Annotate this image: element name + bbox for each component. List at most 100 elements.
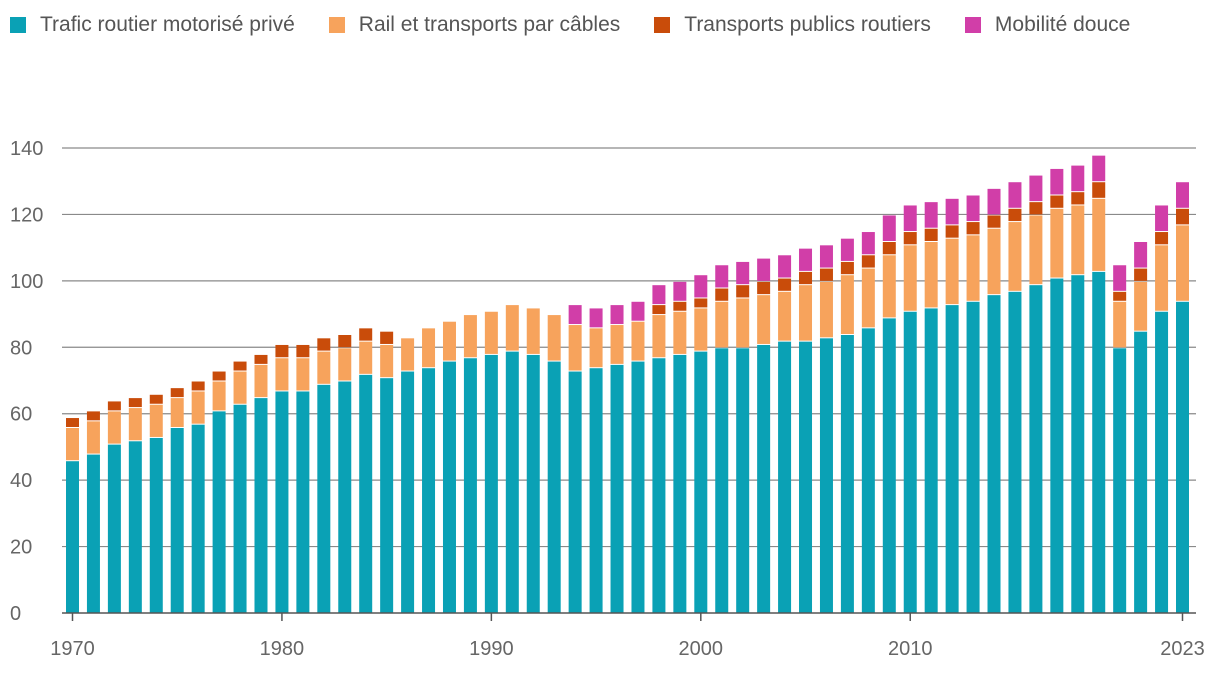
bar-segment (882, 242, 896, 255)
bar-segment (526, 308, 540, 354)
bar-segment (903, 311, 917, 613)
bar-segment (945, 225, 959, 238)
legend-item: Rail et transports par câbles (328, 8, 621, 42)
x-tick-label: 2000 (679, 638, 724, 660)
bar-segment (505, 305, 519, 351)
bar-segment (778, 341, 792, 613)
bar-segment (736, 348, 750, 613)
bar-segment (673, 311, 687, 354)
bar-segment (799, 271, 813, 285)
bar-segment (1134, 242, 1148, 268)
bar-segment (149, 394, 163, 404)
legend-item: Trafic routier motorisé privé (10, 8, 295, 42)
bar-segment (568, 371, 582, 613)
bar-segment (380, 344, 394, 378)
legend-swatch (10, 17, 26, 33)
x-tick-label: 1990 (469, 638, 514, 660)
bar-segment (757, 258, 771, 281)
bar-segment (275, 358, 289, 391)
bar-segment (401, 338, 415, 371)
bar-segment (652, 285, 666, 305)
legend-swatch (964, 17, 981, 33)
bar-segment (652, 315, 666, 358)
bar-segment (694, 275, 708, 298)
bar-segment (1050, 208, 1064, 278)
bar-segment (254, 364, 268, 398)
bar-segment (191, 381, 205, 391)
legend-label: Transports publics routiers (684, 13, 931, 36)
bar-segment (338, 348, 352, 381)
bar-segment (1029, 175, 1043, 202)
bar-segment (1176, 182, 1189, 208)
bar-segment (1071, 165, 1085, 192)
bar-segment (715, 288, 729, 301)
bar-segment (1155, 205, 1169, 232)
y-tick-label: 140 (10, 138, 43, 160)
bar-segment (1071, 192, 1085, 205)
bar-segment (1092, 182, 1106, 198)
bar-segment (819, 245, 833, 268)
bar-segment (840, 275, 854, 334)
bar-segment (799, 341, 813, 613)
bar-segment (191, 391, 205, 424)
legend-label: Rail et transports par câbles (358, 13, 621, 36)
bar-segment (463, 315, 477, 358)
bar-segment (275, 344, 289, 358)
y-tick-label: 120 (10, 204, 43, 226)
y-tick-label: 100 (10, 271, 43, 293)
bar-segment (694, 298, 708, 308)
bar-segment (86, 454, 100, 613)
bar-segment (652, 358, 666, 613)
bar-segment (715, 348, 729, 613)
bar-segment (484, 354, 498, 613)
bar-segment (736, 285, 750, 298)
bar-segment (861, 268, 875, 328)
bar-segment (422, 328, 436, 368)
bar-segment (778, 255, 792, 278)
bar-segment (1113, 301, 1127, 348)
bar-segment (1155, 232, 1169, 245)
bar-segment (275, 391, 289, 613)
bar-segment (170, 398, 184, 427)
bar-segment (589, 328, 603, 368)
bar-segment (589, 308, 603, 328)
bar-segment (631, 321, 645, 361)
bar-segment (66, 418, 79, 427)
bar-segment (1113, 348, 1127, 613)
bar-segment (652, 305, 666, 315)
bar-segment (380, 331, 394, 344)
bar-segment (1008, 208, 1022, 222)
bar-segment (631, 361, 645, 613)
bar-segment (128, 441, 142, 613)
bar-segment (799, 248, 813, 271)
bar-segment (170, 428, 184, 613)
bar-segment (296, 344, 310, 358)
bar-segment (317, 338, 331, 351)
bar-segment (987, 215, 1001, 228)
bar-segment (233, 361, 247, 371)
bar-segment (1134, 268, 1148, 281)
x-tick-label: 2010 (888, 638, 933, 660)
bar-segment (903, 232, 917, 245)
bar-segment (1050, 278, 1064, 613)
bar-segment (547, 361, 561, 613)
bar-segment (673, 354, 687, 613)
bar-segment (1029, 285, 1043, 613)
bar-segment (1155, 311, 1169, 613)
legend-label: Mobilité douce (994, 13, 1131, 36)
bar-segment (296, 391, 310, 613)
bar-segment (1176, 208, 1189, 225)
bar-segment (736, 298, 750, 348)
bar-segment (149, 404, 163, 437)
bar-segment (505, 351, 519, 613)
bar-segment (1176, 301, 1189, 613)
bar-segment (840, 261, 854, 275)
bar-segment (359, 374, 373, 613)
bar-segment (966, 301, 980, 613)
bar-segment (819, 281, 833, 338)
bar-segment (966, 235, 980, 301)
bar-segment (107, 411, 121, 444)
bar-segment (568, 305, 582, 325)
bar-segment (359, 328, 373, 341)
